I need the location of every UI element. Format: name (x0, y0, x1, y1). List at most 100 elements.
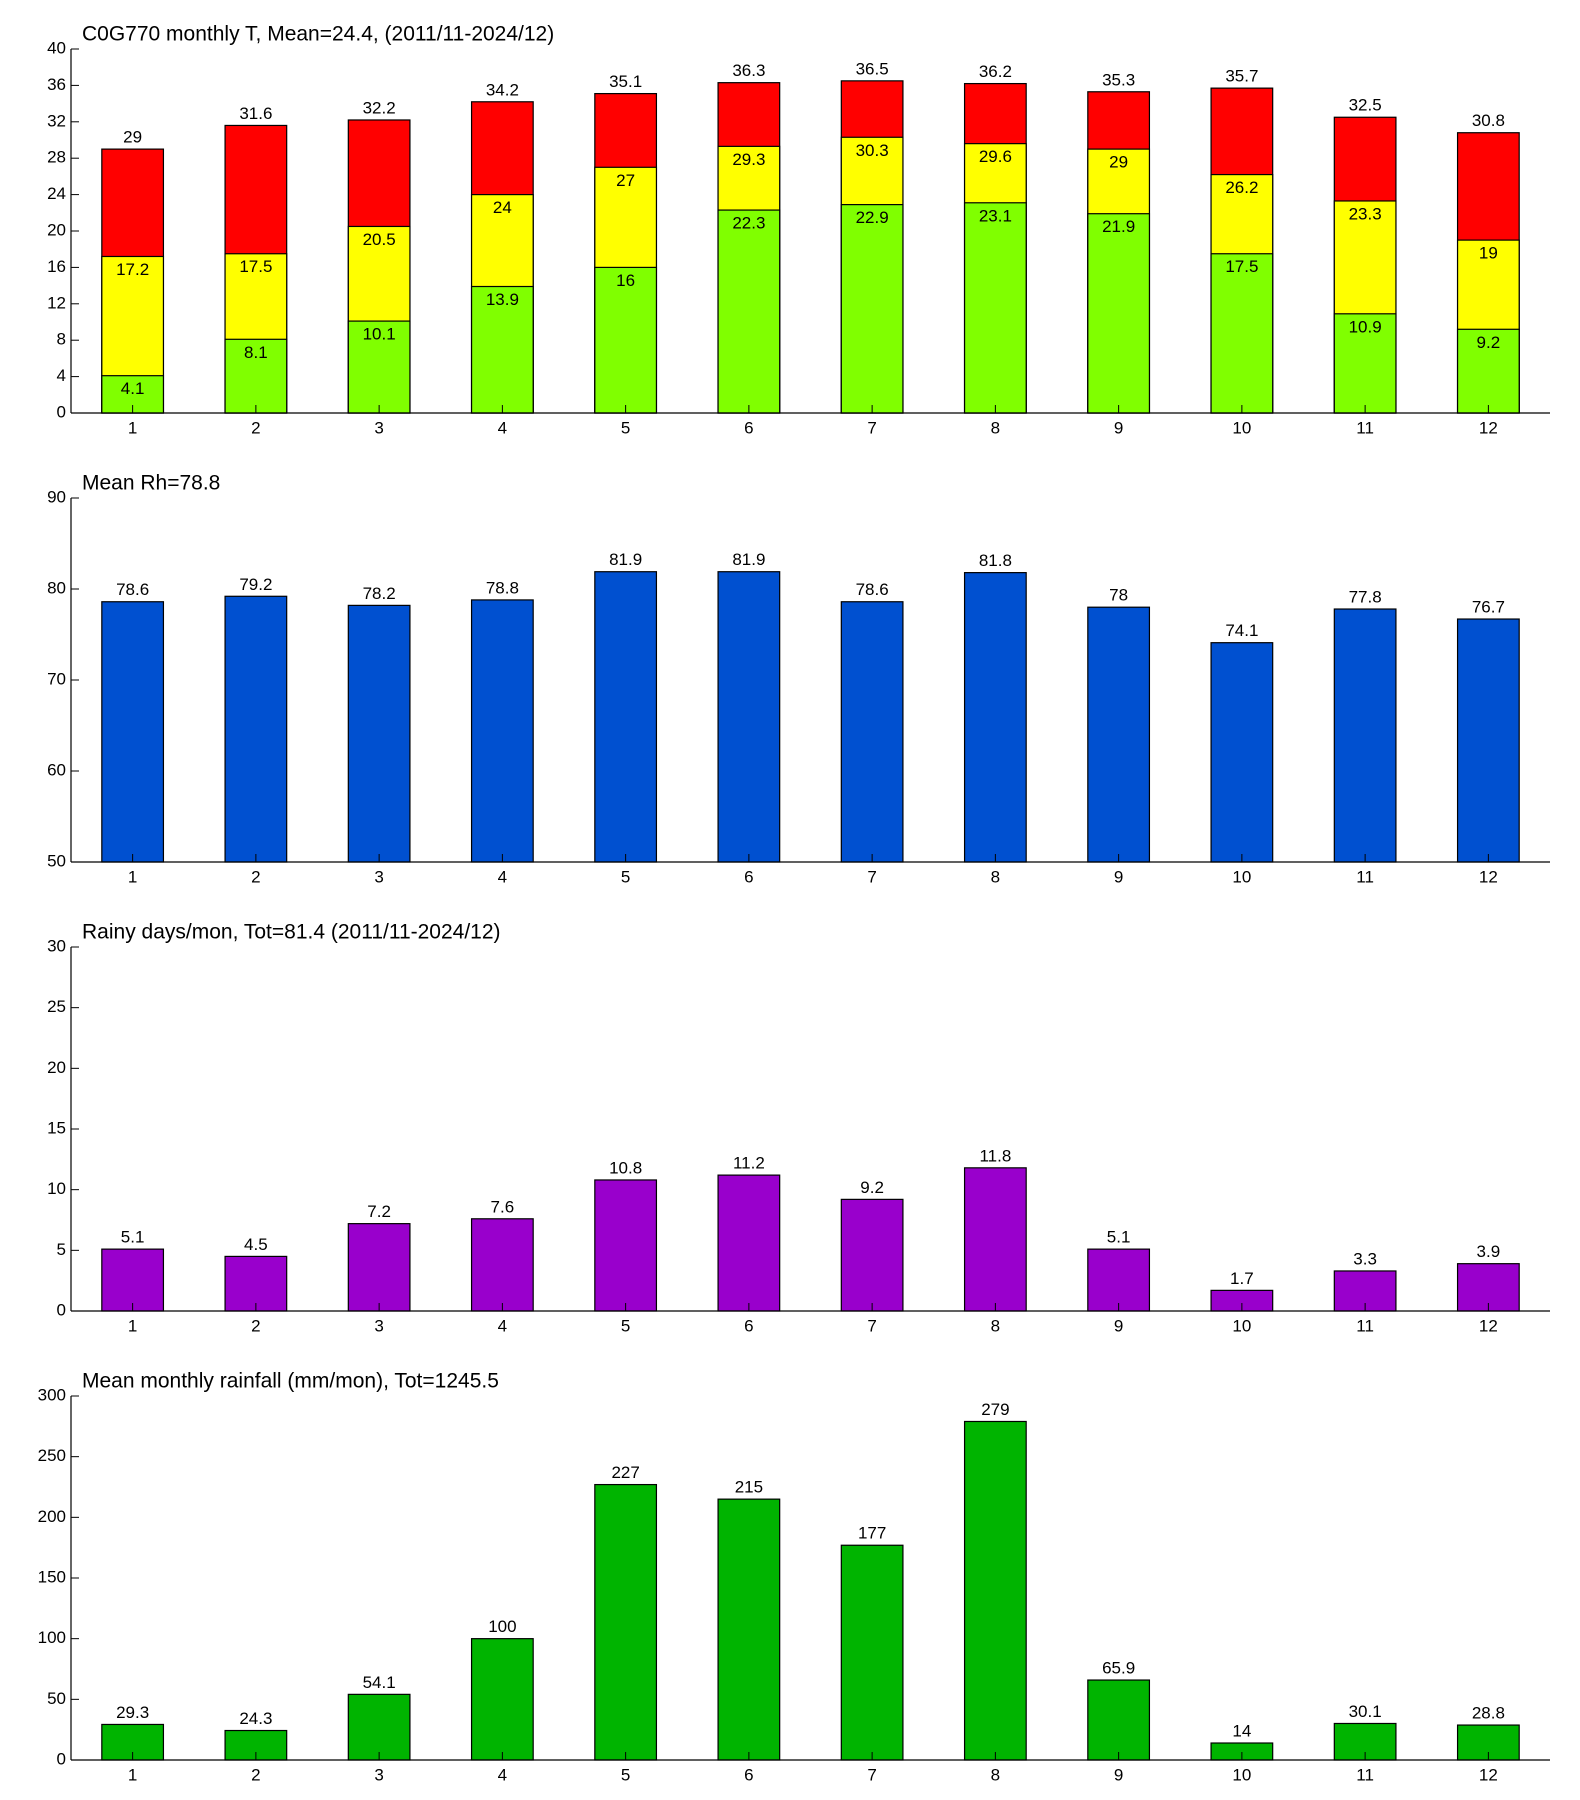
x-tick-label: 9 (1114, 867, 1123, 886)
value-label: 78.6 (856, 580, 889, 599)
value-label: 9.2 (860, 1178, 884, 1197)
x-tick-label: 11 (1356, 418, 1374, 437)
value-label: 81.9 (732, 550, 765, 569)
value-label: 16 (616, 271, 635, 290)
value-label: 54.1 (363, 1673, 396, 1692)
x-tick-label: 3 (374, 418, 383, 437)
value-label: 28.8 (1472, 1704, 1505, 1723)
x-tick-label: 12 (1479, 867, 1498, 886)
value-label: 65.9 (1102, 1659, 1135, 1678)
x-tick-label: 6 (744, 867, 753, 886)
value-label: 227 (611, 1463, 639, 1482)
x-tick-label: 10 (1232, 418, 1251, 437)
bar (1087, 606, 1151, 863)
bar (963, 1420, 1027, 1761)
value-label: 79.2 (239, 575, 272, 594)
bar (594, 1483, 658, 1761)
x-tick-label: 12 (1479, 418, 1498, 437)
value-label: 10.1 (363, 325, 396, 344)
value-label: 36.2 (979, 62, 1012, 81)
value-label: 7.6 (491, 1197, 515, 1216)
y-tick-label: 100 (38, 1628, 66, 1647)
value-label: 21.9 (1102, 217, 1135, 236)
bar (347, 604, 411, 863)
value-label: 29.3 (732, 150, 765, 169)
value-label: 81.9 (609, 550, 642, 569)
value-label: 7.2 (367, 1202, 391, 1221)
y-tick-label: 50 (47, 851, 66, 870)
x-tick-label: 7 (867, 418, 876, 437)
value-label: 23.3 (1349, 204, 1382, 223)
x-tick-label: 5 (621, 418, 630, 437)
y-tick-label: 12 (47, 293, 66, 312)
x-tick-label: 7 (867, 1316, 876, 1335)
y-tick-label: 0 (57, 402, 66, 421)
bar (470, 1638, 534, 1761)
value-label: 26.2 (1225, 178, 1258, 197)
x-tick-label: 10 (1232, 1765, 1251, 1784)
value-label: 17.2 (116, 260, 149, 279)
value-label: 78.8 (486, 578, 519, 597)
x-tick-label: 4 (498, 1316, 507, 1335)
value-label: 5.1 (121, 1228, 145, 1247)
x-tick-label: 1 (128, 1316, 137, 1335)
y-tick-label: 50 (47, 1689, 66, 1708)
y-tick-label: 28 (47, 148, 66, 167)
x-tick-label: 10 (1232, 867, 1251, 886)
y-tick-label: 10 (47, 1179, 66, 1198)
x-tick-label: 5 (621, 867, 630, 886)
value-label: 29 (1109, 153, 1128, 172)
value-label: 10.8 (609, 1158, 642, 1177)
x-tick-label: 9 (1114, 418, 1123, 437)
bar (1210, 253, 1274, 414)
value-label: 4.5 (244, 1235, 268, 1254)
value-label: 29 (123, 128, 142, 147)
value-label: 78.6 (116, 580, 149, 599)
y-tick-label: 30 (47, 936, 66, 955)
value-label: 20.5 (363, 230, 396, 249)
y-tick-label: 15 (47, 1118, 66, 1137)
bar (347, 1693, 411, 1761)
value-label: 77.8 (1349, 588, 1382, 607)
x-tick-label: 11 (1356, 1765, 1374, 1784)
value-label: 76.7 (1472, 598, 1505, 617)
chart-title: Rainy days/mon, Tot=81.4 (2011/11-2024/1… (82, 921, 501, 944)
x-tick-label: 2 (251, 1316, 260, 1335)
bar (1456, 618, 1520, 863)
y-tick-label: 4 (57, 366, 66, 385)
bar (963, 202, 1027, 414)
y-tick-label: 20 (47, 220, 66, 239)
value-label: 32.5 (1349, 96, 1382, 115)
value-label: 30.1 (1349, 1702, 1382, 1721)
y-tick-label: 90 (47, 487, 66, 506)
value-label: 35.3 (1102, 70, 1135, 89)
bar (224, 595, 288, 863)
x-tick-label: 6 (744, 1765, 753, 1784)
value-label: 100 (488, 1617, 516, 1636)
value-label: 17.5 (239, 257, 272, 276)
value-label: 10.9 (1349, 317, 1382, 336)
value-label: 9.2 (1477, 333, 1501, 352)
value-label: 177 (858, 1524, 886, 1543)
value-label: 1.7 (1230, 1269, 1254, 1288)
bar (1087, 1248, 1151, 1312)
bar (594, 571, 658, 863)
value-label: 13.9 (486, 290, 519, 309)
y-tick-label: 300 (38, 1385, 66, 1404)
bar (963, 1167, 1027, 1312)
x-tick-label: 3 (374, 1316, 383, 1335)
value-label: 27 (616, 171, 635, 190)
y-tick-label: 200 (38, 1507, 66, 1526)
x-tick-label: 8 (991, 1765, 1000, 1784)
x-tick-label: 1 (128, 418, 137, 437)
x-tick-label: 2 (251, 867, 260, 886)
value-label: 3.3 (1353, 1249, 1377, 1268)
bar (1210, 642, 1274, 863)
x-tick-label: 12 (1479, 1316, 1498, 1335)
x-tick-label: 5 (621, 1765, 630, 1784)
x-tick-label: 8 (991, 867, 1000, 886)
chart-title: C0G770 monthly T, Mean=24.4, (2011/11-20… (82, 23, 554, 46)
x-tick-label: 7 (867, 1765, 876, 1784)
x-tick-label: 8 (991, 418, 1000, 437)
